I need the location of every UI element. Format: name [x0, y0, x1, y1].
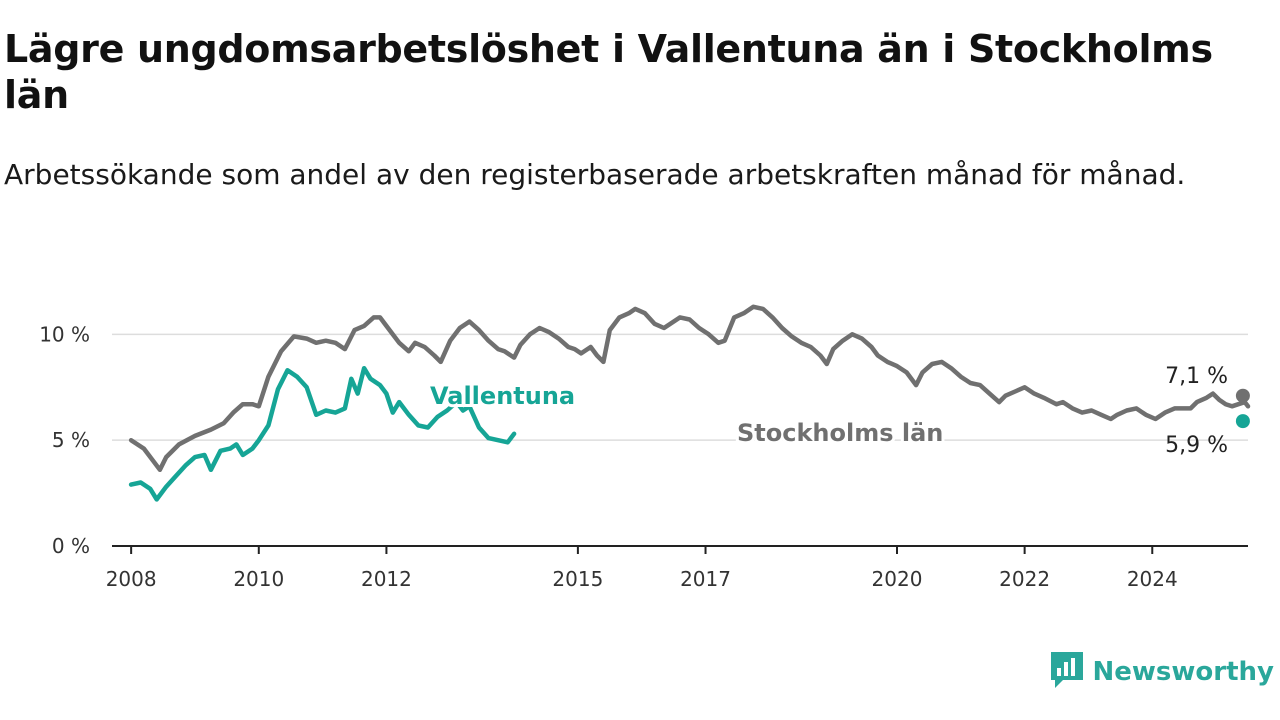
vallentuna-end-point	[1235, 414, 1250, 429]
stockholm-end-point	[1235, 388, 1250, 403]
gridlines	[112, 333, 1248, 441]
vallentuna-end-value-label: 5,9 %	[1165, 433, 1228, 458]
y-tick-label: 5 %	[52, 428, 90, 452]
stockholm-series-label: Stockholms län	[737, 419, 943, 447]
vallentuna-line	[128, 365, 517, 502]
x-tick-label: 2010	[233, 567, 284, 591]
x-tick-label: 2024	[1127, 567, 1178, 591]
x-tick-label: 2008	[106, 567, 157, 591]
x-tick-label: 2015	[552, 567, 603, 591]
y-tick-label: 10 %	[39, 322, 90, 346]
x-tick-label: 2017	[680, 567, 731, 591]
series-lines	[128, 304, 1251, 502]
axes: 0 % 5 % 10 % 2008 2010 2012 2015 2017 2020 2022 20…	[39, 322, 1248, 591]
chart-subtitle: Arbetssökande som andel av den registerb…	[4, 158, 1186, 191]
x-tick-label: 2022	[999, 567, 1050, 591]
x-tick-label: 2020	[872, 567, 923, 591]
stockholm-line	[128, 304, 1251, 473]
x-tick-label: 2012	[361, 567, 412, 591]
y-tick-label: 0 %	[52, 534, 90, 558]
chart-title: Lägre ungdomsarbetslöshet i Vallentuna ä…	[4, 27, 1213, 117]
vallentuna-series-label: Vallentuna	[430, 382, 575, 410]
bar-chart-speech-bubble-icon	[1049, 650, 1085, 694]
stockholm-end-value-label: 7,1 %	[1165, 364, 1228, 389]
brand-name: Newsworthy	[1092, 657, 1274, 687]
newsworthy-logo: Newsworthy	[1049, 650, 1274, 694]
series-labels: Vallentuna Stockholms län 7,1 % 5,9 %	[427, 364, 1228, 458]
